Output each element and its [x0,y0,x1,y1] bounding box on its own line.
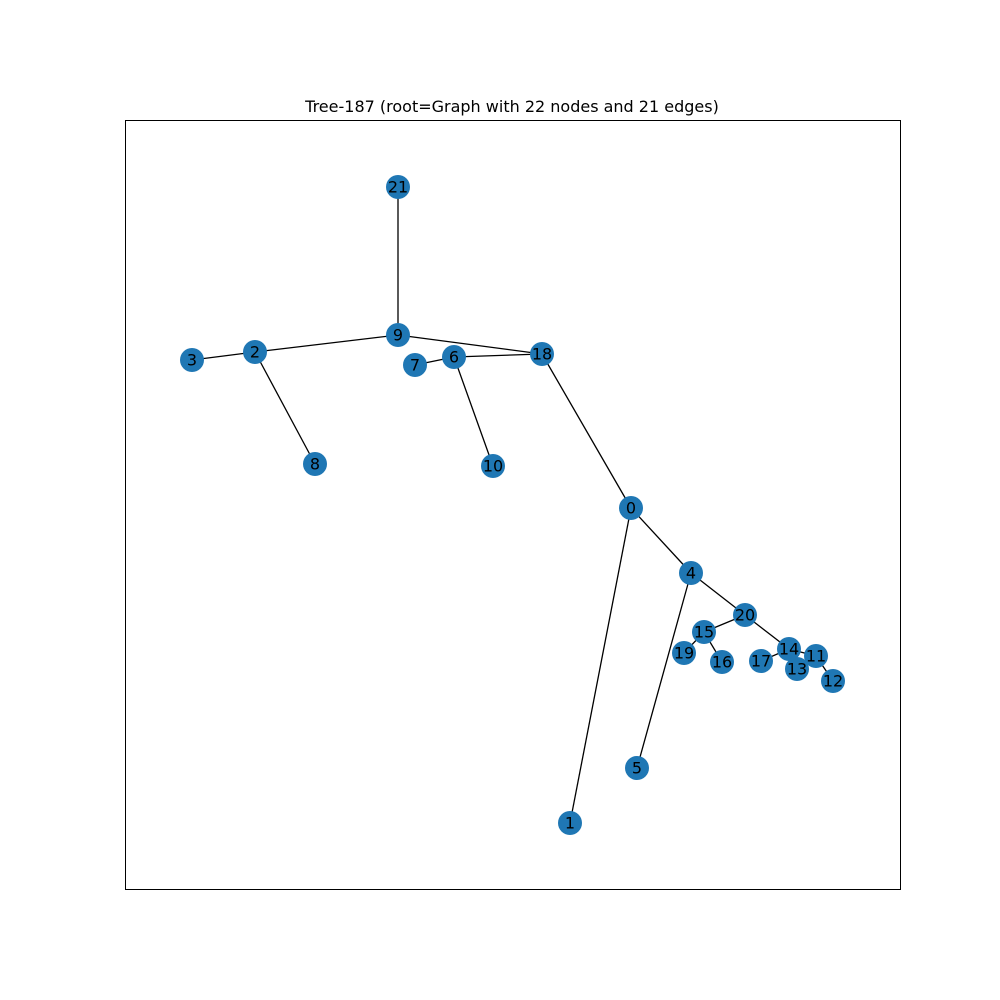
node-circle [243,340,267,364]
node-label: 13 [787,660,807,679]
node-circle [804,644,828,668]
node-circle [821,669,845,693]
node-0: 0 [619,496,643,520]
plot-frame [125,120,901,890]
node-label: 6 [449,348,459,367]
node-label: 3 [187,351,197,370]
node-label: 10 [483,457,503,476]
node-14: 14 [777,637,801,661]
node-3: 3 [180,348,204,372]
node-10: 10 [481,454,505,478]
node-21: 21 [386,175,410,199]
node-12: 12 [821,669,845,693]
node-label: 20 [735,606,755,625]
node-13: 13 [785,657,809,681]
node-label: 4 [686,564,696,583]
node-label: 18 [532,345,552,364]
edge-9-18 [397,334,543,355]
node-circle [403,353,427,377]
node-label: 7 [410,356,420,375]
node-circle [386,175,410,199]
node-circle [303,452,327,476]
edge-18-6 [453,353,543,358]
node-17: 17 [749,649,773,673]
edge-0-4 [630,507,692,574]
node-8: 8 [303,452,327,476]
node-label: 9 [393,326,403,345]
node-label: 11 [806,647,826,666]
node-2: 2 [243,340,267,364]
edge-9-2 [254,334,399,353]
node-5: 5 [625,756,649,780]
node-label: 19 [674,644,694,663]
node-label: 17 [751,652,771,671]
node-circle [619,496,643,520]
node-circle [386,323,410,347]
node-circle [481,454,505,478]
node-circle [442,345,466,369]
node-label: 1 [565,814,575,833]
edge-18-0 [541,353,632,509]
node-6: 6 [442,345,466,369]
node-circle [672,641,696,665]
edges-layer [191,187,834,824]
edge-6-10 [453,356,494,467]
node-label: 2 [250,343,260,362]
node-circle [710,650,734,674]
edge-2-8 [254,351,316,465]
node-18: 18 [530,342,554,366]
node-label: 21 [388,178,408,197]
node-16: 16 [710,650,734,674]
figure-title: Tree-187 (root=Graph with 22 nodes and 2… [304,97,719,116]
node-1: 1 [558,811,582,835]
node-circle [530,342,554,366]
node-19: 19 [672,641,696,665]
node-label: 16 [712,653,732,672]
node-15: 15 [692,620,716,644]
node-circle [777,637,801,661]
node-circle [692,620,716,644]
node-4: 4 [679,561,703,585]
node-11: 11 [804,644,828,668]
node-circle [558,811,582,835]
node-label: 8 [310,455,320,474]
node-circle [785,657,809,681]
node-label: 0 [626,499,636,518]
edge-0-1 [569,507,632,824]
node-circle [679,561,703,585]
node-label: 14 [779,640,799,659]
node-circle [733,603,757,627]
node-9: 9 [386,323,410,347]
node-label: 15 [694,623,714,642]
node-circle [749,649,773,673]
node-label: 5 [632,759,642,778]
node-circle [625,756,649,780]
node-label: 12 [823,672,843,691]
node-circle [180,348,204,372]
edge-4-5 [636,572,692,769]
node-20: 20 [733,603,757,627]
node-7: 7 [403,353,427,377]
